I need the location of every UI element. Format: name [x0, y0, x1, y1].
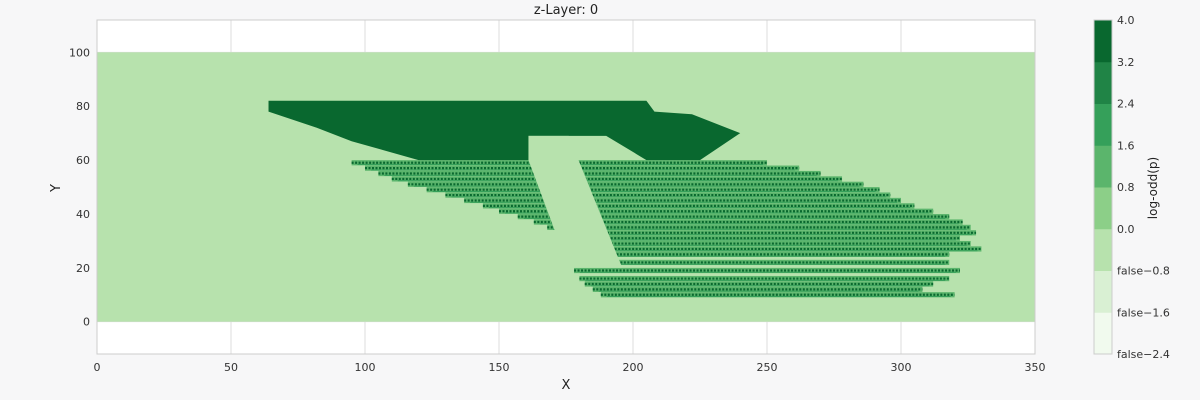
streak-band — [584, 281, 934, 287]
streak-band — [579, 240, 971, 247]
colorbar: false−2.4 false−1.6 false−0.8 0.0 0.8 1.6 2.4 3… — [1093, 14, 1170, 361]
x-axis-ticks: 0 50 100 150 200 250 300 350 — [94, 361, 1046, 374]
streak-band — [579, 275, 950, 282]
y-axis-label: Y — [49, 184, 64, 193]
colorbar-segment — [1094, 270, 1112, 313]
streak-band — [590, 246, 982, 252]
y-tick-label: 80 — [76, 100, 90, 113]
colorbar-segment — [1094, 103, 1112, 146]
y-tick-label: 20 — [76, 262, 90, 275]
streak-band — [426, 187, 880, 193]
plot-area — [96, 19, 1036, 355]
colorbar-segment — [1094, 61, 1112, 104]
colorbar-segment — [1094, 228, 1112, 271]
y-tick-label: 100 — [69, 46, 90, 59]
x-tick-label: 350 — [1025, 361, 1046, 374]
colorbar-label: log-odd(p) — [1146, 157, 1160, 219]
free-corridor — [528, 135, 623, 268]
streak-band — [571, 259, 950, 266]
colorbar-segment — [1094, 145, 1112, 188]
streak-band — [557, 230, 977, 236]
x-tick-label: 250 — [757, 361, 778, 374]
colorbar-segment — [1094, 312, 1112, 355]
colorbar-tick-label: false−2.4 — [1117, 348, 1170, 361]
colorbar-tick-label: false−0.8 — [1117, 265, 1170, 278]
colorbar-segment — [1094, 20, 1112, 63]
plot-frame — [96, 19, 1036, 355]
colorbar-tick-label: 3.2 — [1117, 56, 1135, 69]
chart-title: z-Layer: 0 — [534, 3, 598, 18]
x-tick-label: 100 — [355, 361, 376, 374]
streak-band — [517, 214, 950, 220]
colorbar-tick-label: 4.0 — [1117, 14, 1135, 27]
colorbar-tick-label: 1.6 — [1117, 139, 1135, 152]
colorbar-tick-label: 0.8 — [1117, 181, 1135, 194]
streak-band — [568, 235, 960, 241]
colorbar-tick-label: 2.4 — [1117, 98, 1135, 111]
colorbar-frame — [1093, 19, 1113, 355]
y-tick-label: 0 — [83, 316, 90, 329]
x-tick-label: 300 — [891, 361, 912, 374]
y-axis-ticks: 0 20 40 60 80 100 — [69, 46, 90, 328]
x-tick-label: 0 — [94, 361, 101, 374]
x-tick-label: 50 — [224, 361, 238, 374]
heatmap-layer — [97, 52, 1035, 322]
x-tick-label: 150 — [489, 361, 510, 374]
streak-band — [482, 203, 915, 209]
colorbar-tick-label: 0.0 — [1117, 223, 1135, 236]
colorbar-tick-label: false−1.6 — [1117, 306, 1170, 319]
y-tick-label: 60 — [76, 154, 90, 167]
y-tick-label: 40 — [76, 208, 90, 221]
colorbar-segment — [1094, 187, 1112, 230]
occupied-region — [268, 100, 741, 161]
x-tick-label: 200 — [623, 361, 644, 374]
x-axis-label: X — [562, 378, 571, 393]
